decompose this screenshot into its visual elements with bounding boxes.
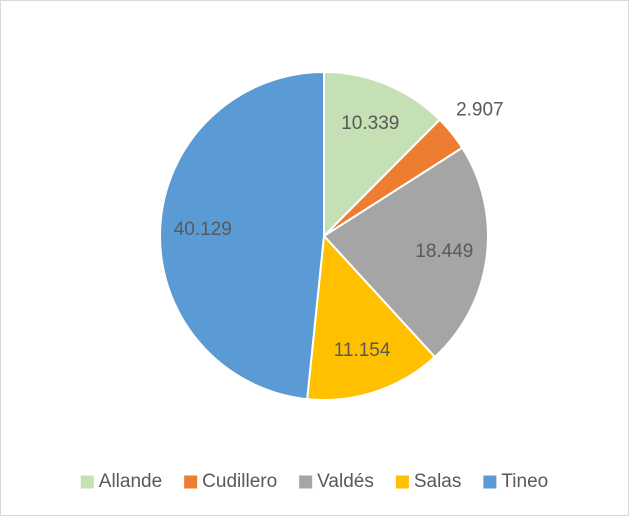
pie-slice (323, 70, 442, 239)
legend-swatch (395, 475, 409, 489)
data-label: 2.907 (456, 100, 504, 121)
data-label: 18.449 (415, 241, 473, 262)
legend-swatch (483, 475, 497, 489)
legend-label: Allande (99, 471, 162, 492)
legend-swatch (299, 475, 313, 489)
legend-label: Valdés (317, 471, 374, 492)
pie-slice (159, 70, 325, 401)
legend-label: Tineo (501, 471, 548, 492)
data-label: 40.129 (174, 219, 232, 240)
legend-swatch (80, 475, 94, 489)
data-label: 11.154 (334, 340, 391, 361)
legend-swatch (184, 475, 198, 489)
pie-slice (306, 233, 437, 401)
legend-label: Salas (414, 471, 462, 492)
data-label: 10.339 (341, 113, 399, 134)
legend-label: Cudillero (202, 471, 277, 492)
pie-slice (322, 146, 489, 359)
